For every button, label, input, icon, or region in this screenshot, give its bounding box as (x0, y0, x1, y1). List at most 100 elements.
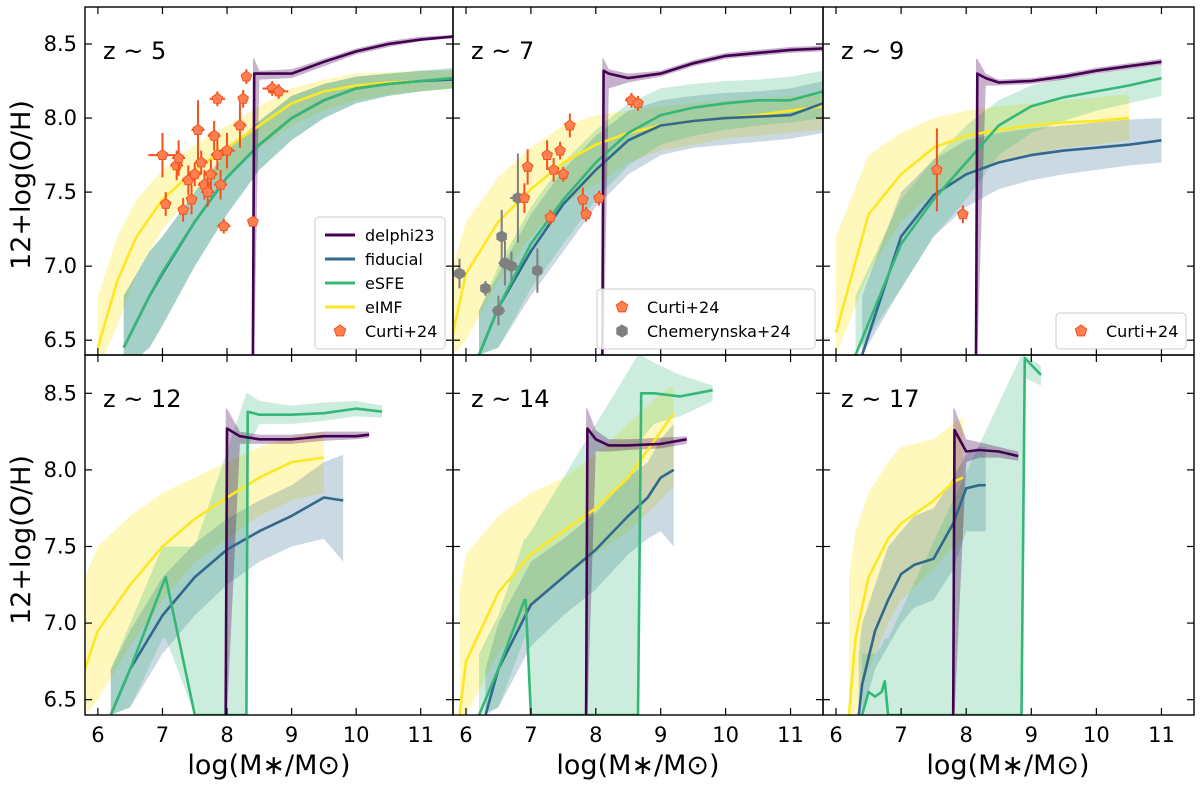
legend-item-curti: Curti+24 (1074, 322, 1178, 341)
delphi23-line (951, 428, 1019, 715)
y-tick-label: 8.5 (44, 381, 77, 405)
delphi23-line (601, 47, 823, 355)
plot-area (453, 45, 823, 355)
legend-label: eIMF (365, 298, 403, 317)
y-tick-label: 7.0 (44, 611, 77, 635)
x-tick-label: 8 (220, 723, 233, 747)
legend-marker (616, 324, 628, 338)
legend: Curti+24 (1055, 312, 1187, 350)
legend-marker (615, 300, 629, 313)
legend-label: Curti+24 (365, 322, 437, 341)
eSFE-line (477, 90, 823, 355)
delphi23-band (225, 408, 370, 715)
y-tick-label: 7.5 (44, 180, 77, 204)
y-tick-label: 7.5 (44, 534, 77, 558)
x-tick-label: 9 (1025, 723, 1038, 747)
x-tick-label: 11 (407, 723, 434, 747)
curti-point (957, 205, 969, 224)
x-tick-label: 9 (654, 723, 667, 747)
x-tick-label: 6 (91, 723, 104, 747)
x-tick-label: 10 (712, 723, 739, 747)
x-tick-label: 10 (1083, 723, 1110, 747)
eIMF-line (458, 412, 675, 715)
y-axis-label-row1: 12+log(O/H) (6, 100, 37, 270)
y-tick-label: 7.0 (44, 254, 77, 278)
y-tick-label: 6.5 (44, 328, 77, 352)
curti-point (188, 162, 202, 187)
fiducial-line (484, 468, 675, 715)
x-tick-label: 11 (1148, 723, 1175, 747)
eIMF-line (85, 456, 325, 670)
curti-point (564, 113, 576, 138)
legend-label: Curti+24 (647, 298, 719, 317)
eIMF-band (97, 70, 453, 355)
eIMF-band (836, 94, 1129, 355)
legend-item-curti: Curti+24 (333, 322, 437, 341)
curti-point (593, 190, 605, 206)
x-tick-label: 10 (343, 723, 370, 747)
y-axis-label-row2: 12+log(O/H) (6, 455, 37, 625)
eSFE-line (854, 76, 1162, 355)
fiducial-line (857, 483, 986, 715)
curti-point (931, 128, 943, 212)
plot-area (458, 355, 713, 715)
x-axis-label-col3: log(M∗/M⊙) (926, 750, 1089, 781)
curti-point (269, 84, 289, 99)
panel-redshift-label: z ~ 9 (841, 37, 904, 65)
panel-5: 6 7 8 9 10 11 z ~ 14 (452, 354, 824, 747)
panel-frame (822, 354, 1195, 716)
eIMF-line (847, 476, 964, 715)
eSFE-band (479, 355, 713, 715)
curti-point (148, 132, 177, 178)
curti-point (237, 89, 249, 108)
curti-point (577, 187, 589, 212)
delphi23-line (974, 60, 1162, 355)
curti-point (247, 215, 259, 227)
legend-label: fiducial (365, 250, 423, 269)
curti-point (209, 91, 226, 107)
legend-label: Curti+24 (1106, 322, 1178, 341)
panel-redshift-label: z ~ 14 (471, 385, 550, 413)
eSFE-band (855, 64, 1162, 355)
delphi23-line (584, 427, 687, 715)
legend-box (1055, 312, 1187, 350)
y-tick-label: 6.5 (44, 688, 77, 712)
x-tick-label: 9 (285, 723, 298, 747)
x-axis-label-col2: log(M∗/M⊙) (556, 750, 719, 781)
legend-item-curti: Curti+24 (615, 298, 719, 317)
curti-point (207, 121, 221, 151)
curti-point (521, 149, 534, 185)
y-tick-label: 8.0 (44, 106, 77, 130)
y-tick-label: 8.5 (44, 32, 77, 56)
curti-point (233, 103, 247, 148)
curti-point (185, 184, 198, 215)
x-tick-label: 8 (589, 723, 602, 747)
curti-point (159, 192, 172, 216)
x-tick-label: 8 (960, 723, 973, 747)
eIMF-band (85, 431, 324, 715)
curti-point (204, 159, 218, 190)
x-tick-label: 6 (829, 723, 842, 747)
legend-label: Chemerynska+24 (647, 322, 791, 341)
curti-point (544, 209, 557, 225)
eSFE-line (477, 388, 713, 715)
eSFE-band (862, 355, 1041, 715)
eIMF-band (849, 416, 963, 715)
curti-point (177, 198, 189, 222)
panel-redshift-label: z ~ 5 (103, 37, 166, 65)
curti-point (557, 166, 570, 182)
panel-redshift-label: z ~ 17 (841, 385, 920, 413)
curti-point (217, 218, 231, 234)
curti-point (554, 141, 566, 160)
delphi23-line (251, 35, 453, 355)
curti-point (172, 140, 186, 176)
plot-area (847, 355, 1042, 715)
curti-point (541, 140, 553, 170)
panel-redshift-label: z ~ 7 (471, 37, 534, 65)
plot-area (96, 35, 453, 355)
curti-point (194, 150, 208, 175)
chemerynska-point (504, 251, 518, 281)
curti-point (518, 183, 531, 213)
x-tick-label: 7 (156, 723, 169, 747)
